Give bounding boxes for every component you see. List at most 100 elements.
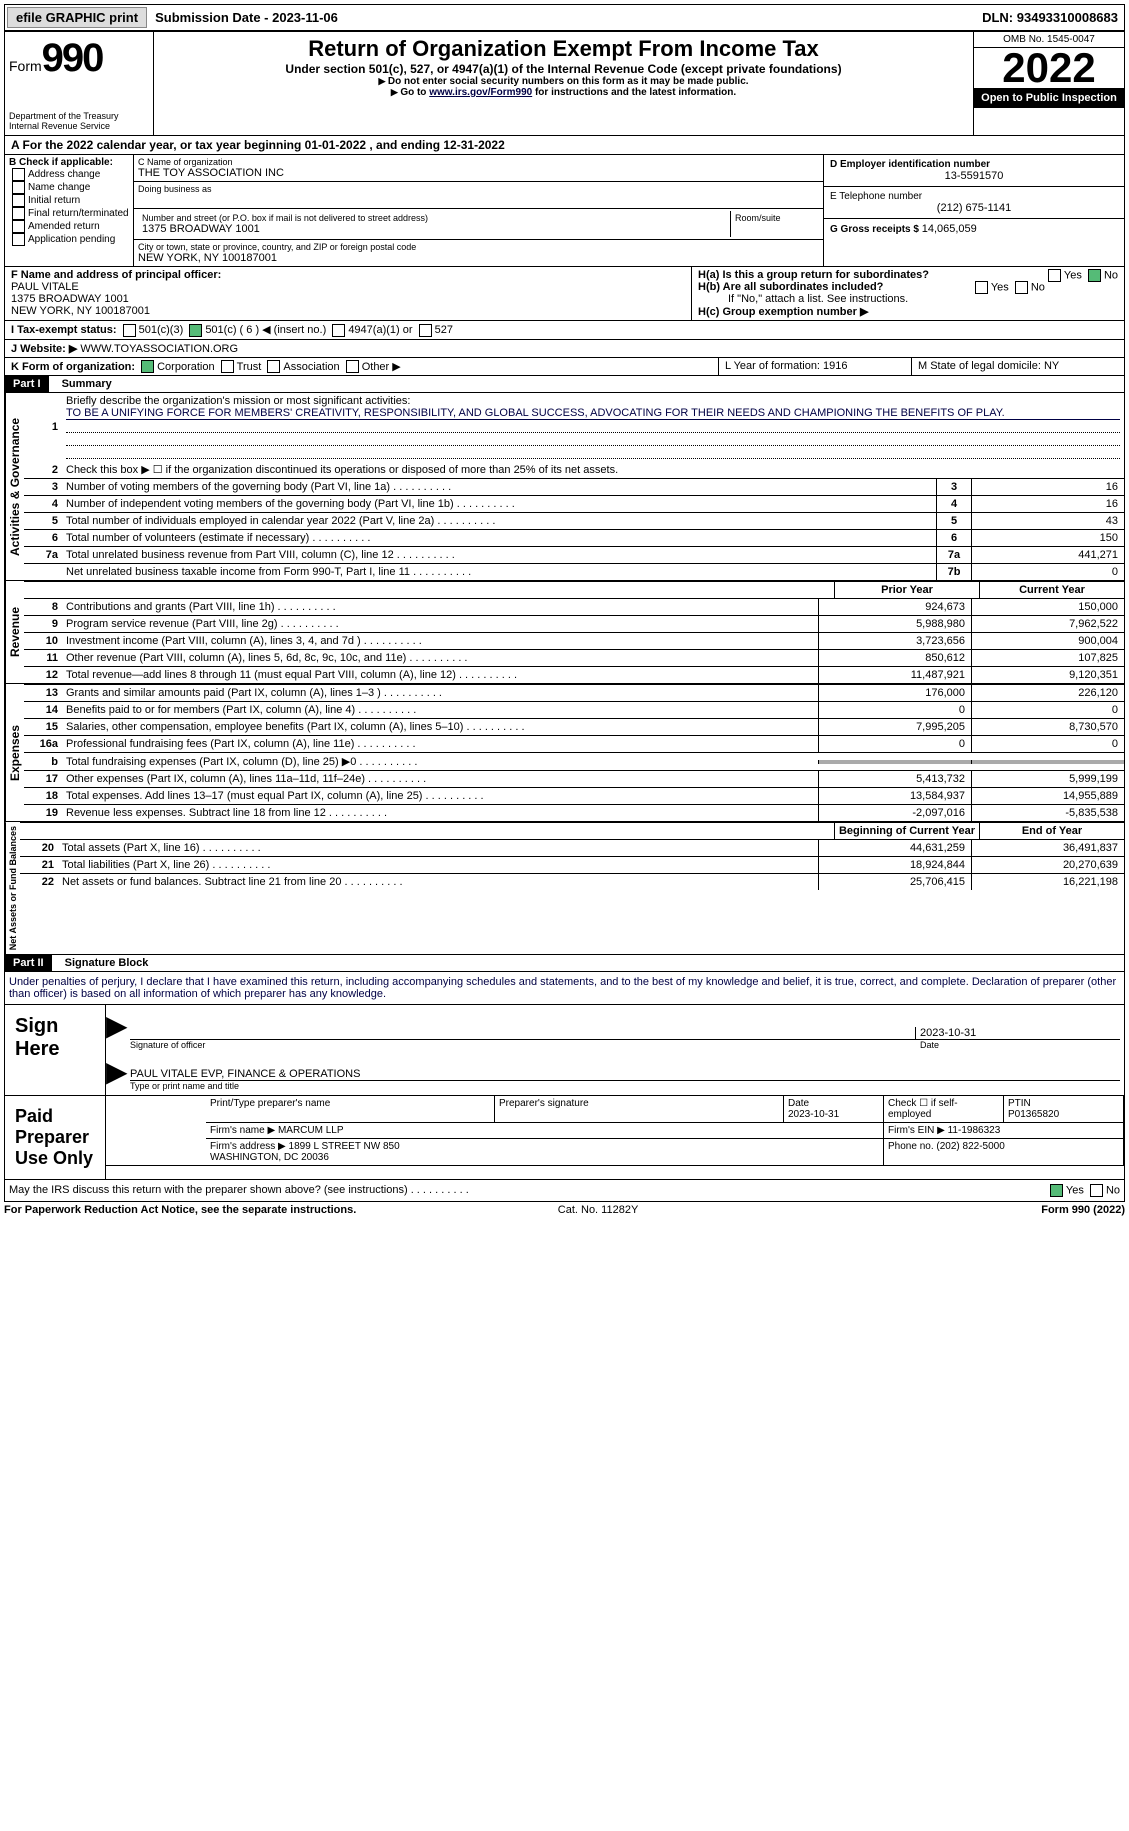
gov-line-7a: 7a Total unrelated business revenue from… bbox=[24, 546, 1124, 563]
part1-governance: Activities & Governance 1 Briefly descri… bbox=[4, 393, 1125, 581]
part2-title: Signature Block bbox=[55, 957, 149, 969]
ha-yesno[interactable]: Yes No bbox=[1045, 269, 1118, 282]
year-formation: L Year of formation: 1916 bbox=[718, 358, 911, 376]
check-501c[interactable] bbox=[189, 324, 202, 337]
line-9: 9 Program service revenue (Part VIII, li… bbox=[24, 615, 1124, 632]
check-501c3[interactable] bbox=[123, 324, 136, 337]
gov-line-5: 5 Total number of individuals employed i… bbox=[24, 512, 1124, 529]
check-assoc[interactable] bbox=[267, 360, 280, 373]
vert-governance: Activities & Governance bbox=[5, 393, 24, 580]
check-4947[interactable] bbox=[332, 324, 345, 337]
line-19: 19 Revenue less expenses. Subtract line … bbox=[24, 804, 1124, 821]
section-bcdeg: B Check if applicable: Address change Na… bbox=[4, 155, 1125, 267]
signature-block: Under penalties of perjury, I declare th… bbox=[4, 972, 1125, 1180]
org-name: THE TOY ASSOCIATION INC bbox=[138, 167, 819, 179]
firm-ein: 11-1986323 bbox=[948, 1125, 1001, 1136]
officer-name: PAUL VITALE bbox=[11, 281, 685, 293]
col-b-checks: B Check if applicable: Address change Na… bbox=[5, 155, 133, 266]
line2-discontinued: Check this box ▶ ☐ if the organization d… bbox=[62, 461, 1124, 478]
row-klm: K Form of organization: Corporation Trus… bbox=[4, 358, 1125, 377]
gov-line-4: 4 Number of independent voting members o… bbox=[24, 495, 1124, 512]
efile-print-button[interactable]: efile GRAPHIC print bbox=[7, 7, 147, 28]
part1-revenue: Revenue Prior YearCurrent Year 8 Contrib… bbox=[4, 581, 1125, 684]
discuss-row: May the IRS discuss this return with the… bbox=[4, 1180, 1125, 1202]
phone: (212) 675-1141 bbox=[830, 202, 1118, 214]
check-name-change[interactable]: Name change bbox=[9, 181, 129, 194]
vert-expenses: Expenses bbox=[5, 684, 24, 821]
dln: DLN: 93493310008683 bbox=[976, 10, 1124, 25]
line-8: 8 Contributions and grants (Part VIII, l… bbox=[24, 598, 1124, 615]
line-14: 14 Benefits paid to or for members (Part… bbox=[24, 701, 1124, 718]
goto-note: Go to www.irs.gov/Form990 for instructio… bbox=[158, 87, 969, 98]
gov-line-6: 6 Total number of volunteers (estimate i… bbox=[24, 529, 1124, 546]
ein: 13-5591570 bbox=[830, 170, 1118, 182]
penalty-statement: Under penalties of perjury, I declare th… bbox=[5, 972, 1124, 1005]
row-a-tax-year: A For the 2022 calendar year, or tax yea… bbox=[4, 136, 1125, 155]
dept-treasury: Department of the Treasury Internal Reve… bbox=[9, 111, 149, 131]
form-title: Return of Organization Exempt From Incom… bbox=[158, 36, 969, 62]
line-22: 22 Net assets or fund balances. Subtract… bbox=[20, 873, 1124, 890]
line-10: 10 Investment income (Part VIII, column … bbox=[24, 632, 1124, 649]
line-12: 12 Total revenue—add lines 8 through 11 … bbox=[24, 666, 1124, 683]
line-b: b Total fundraising expenses (Part IX, c… bbox=[24, 752, 1124, 770]
col-c-org: C Name of organization THE TOY ASSOCIATI… bbox=[133, 155, 823, 266]
check-527[interactable] bbox=[419, 324, 432, 337]
check-other[interactable] bbox=[346, 360, 359, 373]
line-17: 17 Other expenses (Part IX, column (A), … bbox=[24, 770, 1124, 787]
officer-signature-name: PAUL VITALE EVP, FINANCE & OPERATIONS bbox=[130, 1068, 360, 1080]
gross-receipts: 14,065,059 bbox=[922, 223, 977, 235]
line-18: 18 Total expenses. Add lines 13–17 (must… bbox=[24, 787, 1124, 804]
irs-link[interactable]: www.irs.gov/Form990 bbox=[429, 87, 532, 98]
top-toolbar: efile GRAPHIC print Submission Date - 20… bbox=[4, 4, 1125, 31]
check-corp[interactable] bbox=[141, 360, 154, 373]
ptin-value: P01365820 bbox=[1008, 1109, 1059, 1120]
check-final-return[interactable]: Final return/terminated bbox=[9, 207, 129, 220]
paid-preparer-label: Paid Preparer Use Only bbox=[5, 1096, 106, 1179]
mission-text: TO BE A UNIFYING FORCE FOR MEMBERS' CREA… bbox=[66, 407, 1120, 420]
discuss-yesno[interactable]: Yes No bbox=[1047, 1184, 1120, 1197]
ssn-note: Do not enter social security numbers on … bbox=[158, 76, 969, 87]
part2-header: Part II bbox=[5, 955, 52, 971]
line-13: 13 Grants and similar amounts paid (Part… bbox=[24, 684, 1124, 701]
form-header: Form990 Department of the Treasury Inter… bbox=[4, 31, 1125, 136]
firm-name: MARCUM LLP bbox=[278, 1125, 344, 1136]
form-subtitle: Under section 501(c), 527, or 4947(a)(1)… bbox=[158, 62, 969, 76]
line-15: 15 Salaries, other compensation, employe… bbox=[24, 718, 1124, 735]
row-j-website: J Website: ▶ WWW.TOYASSOCIATION.ORG bbox=[4, 340, 1125, 358]
state-domicile: M State of legal domicile: NY bbox=[911, 358, 1124, 376]
check-initial-return[interactable]: Initial return bbox=[9, 194, 129, 207]
part1-header: Part I bbox=[5, 376, 49, 392]
firm-phone: (202) 822-5000 bbox=[936, 1141, 1004, 1152]
row-i-tax-status: I Tax-exempt status: 501(c)(3) 501(c) ( … bbox=[4, 321, 1125, 340]
officer-addr1: 1375 BROADWAY 1001 bbox=[11, 293, 685, 305]
check-amended[interactable]: Amended return bbox=[9, 220, 129, 233]
check-trust[interactable] bbox=[221, 360, 234, 373]
gov-line-7b: Net unrelated business taxable income fr… bbox=[24, 563, 1124, 580]
vert-netassets: Net Assets or Fund Balances bbox=[5, 822, 20, 954]
line-21: 21 Total liabilities (Part X, line 26) 1… bbox=[20, 856, 1124, 873]
vert-revenue: Revenue bbox=[5, 581, 24, 683]
col-de: D Employer identification number 13-5591… bbox=[823, 155, 1124, 266]
sign-here-label: Sign Here bbox=[5, 1005, 106, 1095]
part1-title: Summary bbox=[52, 378, 112, 390]
org-city: NEW YORK, NY 100187001 bbox=[138, 252, 819, 264]
check-address-change[interactable]: Address change bbox=[9, 168, 129, 181]
website-value: WWW.TOYASSOCIATION.ORG bbox=[80, 343, 238, 355]
tax-year: 2022 bbox=[974, 44, 1124, 92]
row-f-h: F Name and address of principal officer:… bbox=[4, 267, 1125, 321]
submission-date: Submission Date - 2023-11-06 bbox=[149, 10, 344, 25]
hb-yesno[interactable]: Yes No bbox=[972, 281, 1045, 294]
form-label: Form bbox=[9, 58, 42, 74]
form-number: 990 bbox=[42, 36, 103, 80]
line-16a: 16a Professional fundraising fees (Part … bbox=[24, 735, 1124, 752]
part1-expenses: Expenses 13 Grants and similar amounts p… bbox=[4, 684, 1125, 822]
hc-group-exemption: H(c) Group exemption number ▶ bbox=[698, 305, 1118, 318]
org-street: 1375 BROADWAY 1001 bbox=[142, 223, 726, 235]
check-app-pending[interactable]: Application pending bbox=[9, 233, 129, 246]
page-footer: For Paperwork Reduction Act Notice, see … bbox=[4, 1202, 1125, 1218]
line-11: 11 Other revenue (Part VIII, column (A),… bbox=[24, 649, 1124, 666]
line-20: 20 Total assets (Part X, line 16) 44,631… bbox=[20, 839, 1124, 856]
part1-netassets: Net Assets or Fund Balances Beginning of… bbox=[4, 822, 1125, 955]
gov-line-3: 3 Number of voting members of the govern… bbox=[24, 478, 1124, 495]
officer-addr2: NEW YORK, NY 100187001 bbox=[11, 305, 685, 317]
